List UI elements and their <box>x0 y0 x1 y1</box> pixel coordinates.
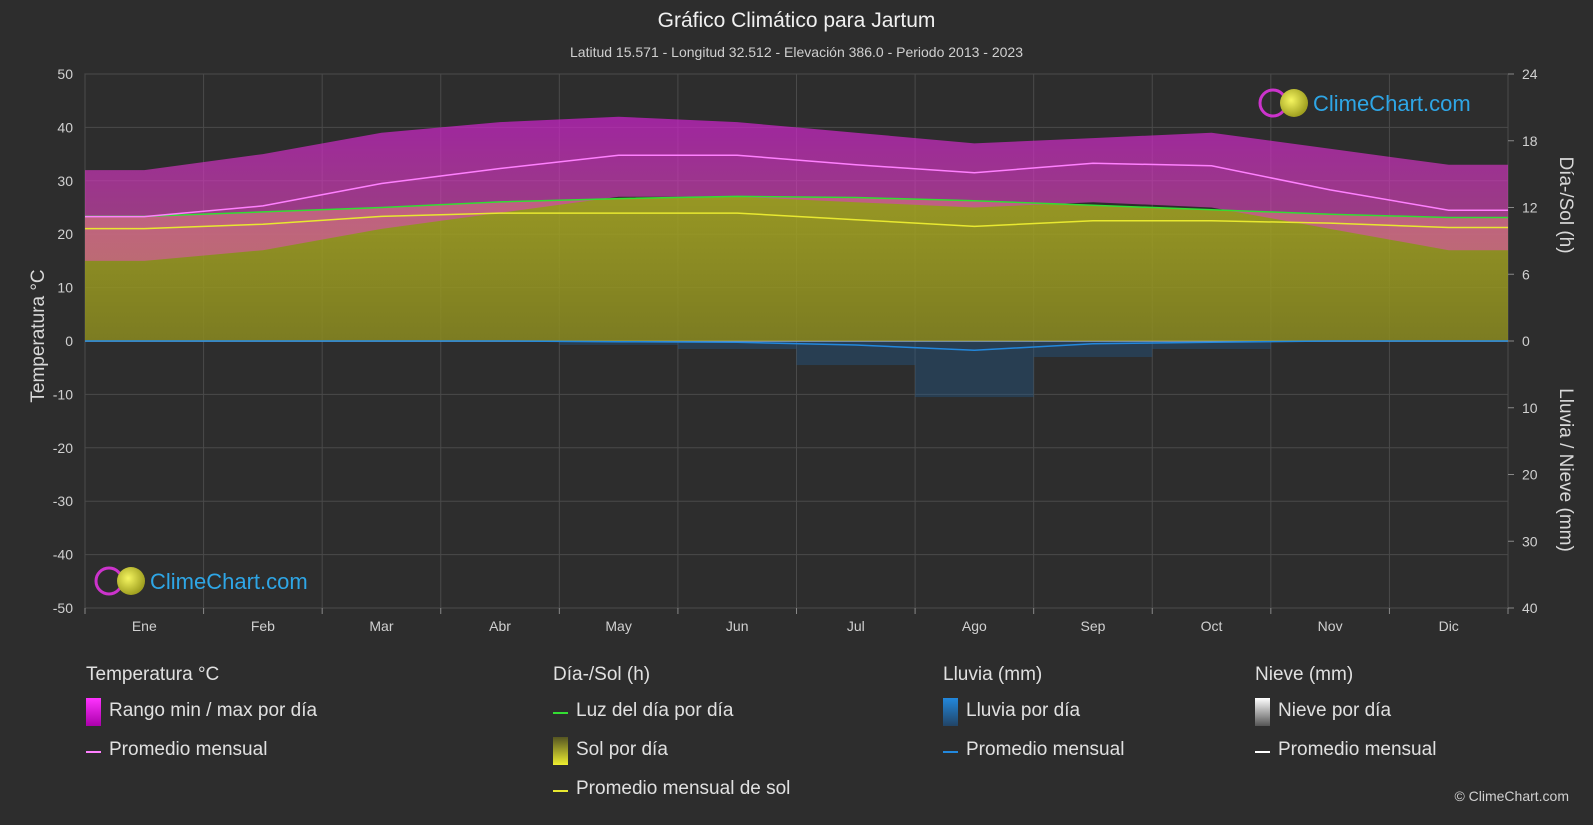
daylight-swatch <box>553 712 568 714</box>
y-left-tick-label: -10 <box>53 386 73 402</box>
y-left-tick-label: 50 <box>57 66 73 82</box>
y-right-bottom-tick-label: 30 <box>1522 533 1538 549</box>
legend-sun: Día-/Sol (h) Luz del día por día Sol por… <box>553 664 790 817</box>
x-tick-label: May <box>605 618 631 634</box>
legend-sun-mean: Promedio mensual de sol <box>576 778 791 799</box>
temp-range-swatch <box>86 698 101 726</box>
rain-bar <box>559 341 678 346</box>
logo-top: ClimeChart.com <box>1258 88 1471 118</box>
daylight-line <box>85 195 1508 219</box>
chart-subtitle: Latitud 15.571 - Longitud 32.512 - Eleva… <box>570 44 1023 60</box>
axes: 50 40 30 20 10 0 -10 -20 -30 -40 -50 Ene Feb Mar Abr Ma… <box>53 66 1538 634</box>
legend-sun-header: Día-/Sol (h) <box>553 664 651 685</box>
legend-snow: Nieve (mm) Nieve por día Promedio mensua… <box>1255 664 1436 778</box>
y-right-bottom-tick-label: 10 <box>1522 400 1538 416</box>
legend-snow-mean: Promedio mensual <box>1278 739 1437 760</box>
x-tick-label: Ago <box>962 618 987 634</box>
legend-snow-header: Nieve (mm) <box>1255 664 1354 685</box>
legend-rain-header: Lluvia (mm) <box>943 664 1043 685</box>
x-tick-label: Jun <box>726 618 749 634</box>
x-tick-label: Dic <box>1439 618 1459 634</box>
sunshine-swatch <box>553 737 568 765</box>
climate-chart: 50 40 30 20 10 0 -10 -20 -30 -40 -50 Ene Feb Mar Abr Ma… <box>28 66 1576 634</box>
x-tick-label: Nov <box>1318 618 1343 634</box>
sun-mean-swatch <box>553 790 568 792</box>
x-tick-label: Abr <box>489 618 511 634</box>
y-right-top-tick-label: 0 <box>1522 333 1530 349</box>
legend-daylight: Luz del día por día <box>576 700 734 721</box>
series-lines <box>85 154 1508 352</box>
x-tick-label: Ene <box>132 618 157 634</box>
legend-temperature: Temperatura °C Rango min / max por día P… <box>86 664 317 778</box>
legend-temp-mean: Promedio mensual <box>109 739 268 760</box>
rain-bar <box>677 341 797 350</box>
y-left-tick-label: -20 <box>53 440 73 456</box>
x-tick-label: Mar <box>369 618 393 634</box>
sunshine-area <box>85 196 1508 341</box>
legend-temperature-header: Temperatura °C <box>86 664 220 685</box>
y-axis-right-bottom-label: Lluvia / Nieve (mm) <box>1555 388 1576 552</box>
y-left-tick-label: 40 <box>57 119 73 135</box>
legend-snow-daily: Nieve por día <box>1278 700 1392 721</box>
chart-title: Gráfico Climático para Jartum <box>657 9 936 32</box>
legend-rain-daily: Lluvia por día <box>966 700 1081 721</box>
y-axis-right-top-label: Día-/Sol (h) <box>1555 156 1576 253</box>
snow-swatch <box>1255 698 1270 726</box>
temp-range-band <box>85 116 1508 261</box>
legend-rain-mean: Promedio mensual <box>966 739 1125 760</box>
y-left-tick-label: 0 <box>65 333 73 349</box>
rain-bar <box>915 341 1034 398</box>
y-right-top-tick-label: 18 <box>1522 133 1538 149</box>
rain-bar <box>1152 341 1271 350</box>
y-axis-left-label: Temperatura °C <box>28 269 49 402</box>
snow-mean-swatch <box>1255 751 1270 753</box>
logo-bottom-text: ClimeChart.com <box>150 569 308 594</box>
y-right-bottom-tick-label: 20 <box>1522 467 1538 483</box>
y-right-top-tick-label: 24 <box>1522 66 1538 82</box>
temp-mean-line <box>85 154 1508 218</box>
rain-mean-line <box>85 340 1508 352</box>
temp-mean-swatch <box>86 751 101 753</box>
y-right-top-tick-label: 6 <box>1522 266 1530 282</box>
y-left-tick-label: 20 <box>57 226 73 242</box>
legend-temp-range: Rango min / max por día <box>109 700 318 721</box>
series-fills <box>85 116 1508 398</box>
legend-rain: Lluvia (mm) Lluvia por día Promedio mens… <box>943 664 1124 778</box>
logo-top-text: ClimeChart.com <box>1313 91 1471 116</box>
y-left-tick-label: -30 <box>53 493 73 509</box>
y-right-bottom-tick-label: 40 <box>1522 600 1538 616</box>
x-tick-label: Oct <box>1201 618 1223 634</box>
y-right-top-tick-label: 12 <box>1522 200 1538 216</box>
y-left-tick-label: -40 <box>53 547 73 563</box>
copyright: © ClimeChart.com <box>1454 788 1569 804</box>
legend-sunshine: Sol por día <box>576 739 668 760</box>
x-tick-label: Jul <box>847 618 865 634</box>
rain-mean-swatch <box>943 751 958 753</box>
x-tick-label: Feb <box>251 618 275 634</box>
rain-swatch <box>943 698 958 726</box>
logo-bottom: ClimeChart.com <box>94 566 308 596</box>
x-tick-label: Sep <box>1080 618 1105 634</box>
y-left-tick-label: 30 <box>57 173 73 189</box>
y-left-tick-label: 10 <box>57 280 73 296</box>
y-left-tick-label: -50 <box>53 600 73 616</box>
sun-mean-line <box>85 212 1508 230</box>
